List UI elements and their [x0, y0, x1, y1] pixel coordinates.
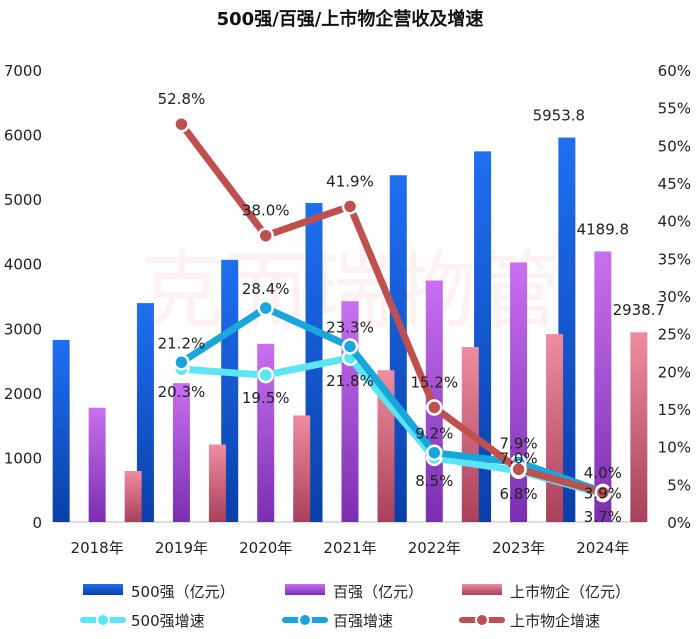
x-tick-label: 2020年 — [239, 539, 292, 557]
series-point — [341, 338, 359, 355]
legend-marker — [298, 613, 312, 627]
line-value-label: 20.3% — [158, 383, 206, 401]
series-point — [173, 115, 190, 133]
line-value-label: 21.8% — [326, 372, 374, 390]
legend-swatch — [83, 584, 123, 595]
y-left-tick-label: 4000 — [4, 256, 42, 274]
y-left-tick-label: 3000 — [4, 320, 42, 338]
y-right-tick-label: 45% — [658, 175, 691, 193]
line-value-label: 41.9% — [326, 172, 374, 190]
data-labels: 5953.8 4189.8 2938.7 20.3% 19.5% 21.8% 8.5% 6.8… — [158, 90, 666, 526]
bar — [172, 383, 190, 522]
series-point — [594, 484, 612, 501]
line-value-label: 38.0% — [242, 202, 290, 220]
line-value-label: 6.8% — [500, 485, 538, 503]
bar — [136, 303, 154, 522]
legend: 500强（亿元） 百强（亿元） 上市物企（亿元） 500强增速 百强增速 上市物企增速 — [80, 583, 630, 630]
line-value-label: 4.0% — [584, 464, 622, 482]
bar — [257, 343, 275, 522]
bar — [594, 251, 612, 523]
line-value-label: 15.2% — [410, 373, 458, 391]
y-right-tick-label: 50% — [658, 137, 691, 155]
x-tick-label: 2023年 — [492, 539, 545, 557]
line-value-label: 52.8% — [158, 90, 206, 108]
x-tick-label: 2024年 — [576, 539, 629, 557]
series-point — [257, 227, 274, 244]
series-point — [426, 444, 443, 461]
legend-marker — [475, 613, 489, 627]
series-point — [173, 354, 190, 371]
line-value-label: 3.9% — [584, 485, 622, 503]
y-left-tick-label: 1000 — [4, 449, 42, 467]
bar — [208, 444, 226, 522]
bar — [546, 334, 564, 522]
y-right-tick-label: 35% — [658, 250, 691, 268]
x-tick-label: 2018年 — [71, 539, 124, 557]
bar — [293, 415, 311, 522]
bar — [630, 332, 648, 522]
legend-label: 百强增速 — [333, 612, 393, 630]
series-point — [341, 198, 359, 215]
bar — [124, 470, 142, 522]
y-left-tick-label: 2000 — [4, 385, 42, 403]
axes: 0 1000 2000 3000 4000 5000 6000 7000 0% 5% 10% 15% 2… — [4, 62, 691, 557]
bar-value-label: 2938.7 — [613, 301, 666, 319]
series-point — [257, 366, 274, 384]
y-right-tick-label: 0% — [667, 514, 691, 532]
bar — [510, 262, 528, 522]
bar — [52, 339, 70, 522]
y-right-tick-label: 15% — [658, 401, 691, 419]
x-tick-label: 2021年 — [323, 539, 376, 557]
line-value-label: 7.0% — [500, 449, 538, 467]
legend-marker — [96, 613, 110, 627]
line-value-label: 7.9% — [500, 434, 538, 452]
y-right-tick-label: 55% — [658, 100, 691, 118]
y-left-tick-label: 6000 — [4, 127, 42, 145]
y-left-tick-label: 5000 — [4, 191, 42, 209]
series-point — [257, 299, 274, 317]
legend-label: 500强增速 — [131, 612, 205, 630]
legend-label: 500强（亿元） — [131, 583, 235, 601]
y-right-tick-label: 20% — [658, 363, 691, 381]
legend-label: 百强（亿元） — [333, 583, 423, 601]
y-left-tick-label: 0 — [32, 514, 42, 532]
bar-value-label: 5953.8 — [533, 107, 586, 125]
legend-label: 上市物企（亿元） — [510, 583, 630, 601]
y-right-tick-label: 40% — [658, 213, 691, 231]
legend-swatch — [285, 584, 325, 595]
line-value-label: 28.4% — [242, 280, 290, 298]
bar-value-label: 4189.8 — [577, 220, 630, 238]
lines — [173, 115, 612, 503]
line-value-label: 21.2% — [158, 334, 206, 352]
y-right-tick-label: 30% — [658, 288, 691, 306]
y-right-tick-label: 60% — [658, 62, 691, 80]
line-value-label: 23.3% — [326, 318, 374, 336]
series-line — [177, 304, 607, 496]
bars — [52, 137, 648, 523]
series-point — [510, 461, 527, 478]
series-line — [177, 120, 607, 497]
bar — [88, 407, 106, 522]
legend-swatch — [462, 584, 502, 595]
y-left-tick-label: 7000 — [4, 62, 42, 80]
y-right-tick-label: 10% — [658, 439, 691, 457]
legend-label: 上市物企增速 — [510, 612, 600, 630]
x-tick-label: 2019年 — [155, 539, 208, 557]
line-value-label: 8.5% — [415, 472, 453, 490]
line-value-label: 19.5% — [242, 389, 290, 407]
chart-title: 500强/百强/上市物企营收及增速 — [217, 8, 484, 30]
y-right-tick-label: 5% — [667, 476, 691, 494]
y-right-tick-label: 25% — [658, 326, 691, 344]
series-point — [426, 399, 443, 416]
line-value-label: 9.2% — [415, 425, 453, 443]
line-value-label: 3.7% — [584, 508, 622, 526]
x-tick-label: 2022年 — [408, 539, 461, 557]
